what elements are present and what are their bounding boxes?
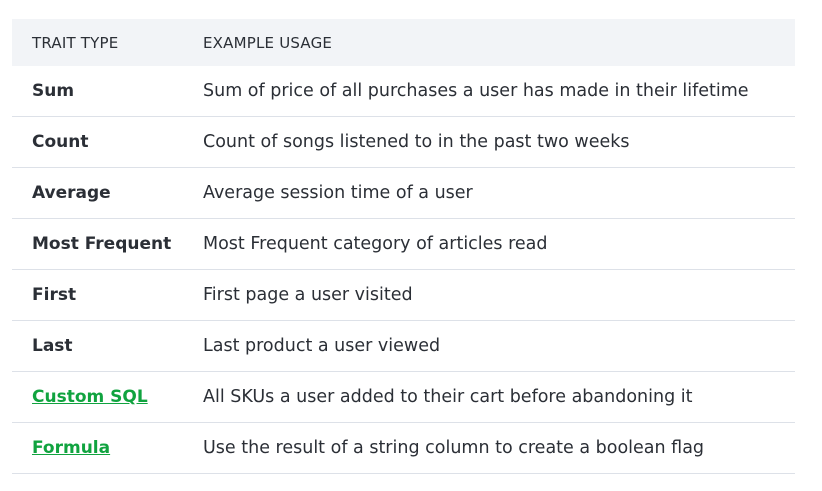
trait-type-label: Last bbox=[32, 336, 73, 356]
table-row: Last Last product a user viewed bbox=[12, 320, 795, 372]
trait-type-cell: Average bbox=[12, 167, 203, 219]
example-usage-cell: Sum of price of all purchases a user has… bbox=[203, 66, 795, 117]
trait-type-cell: Formula bbox=[12, 422, 203, 474]
trait-type-label: First bbox=[32, 285, 77, 305]
table-row: Most Frequent Most Frequent category of a… bbox=[12, 218, 795, 270]
trait-type-cell: First bbox=[12, 269, 203, 321]
trait-type-cell: Count bbox=[12, 116, 203, 168]
trait-type-cell: Sum bbox=[12, 66, 203, 117]
example-usage-cell: Last product a user viewed bbox=[203, 320, 795, 372]
table-header-row: TRAIT TYPE EXAMPLE USAGE bbox=[12, 19, 795, 66]
table-row: Sum Sum of price of all purchases a user … bbox=[12, 66, 795, 117]
trait-type-cell: Custom SQL bbox=[12, 371, 203, 423]
header-example-usage: EXAMPLE USAGE bbox=[203, 19, 795, 66]
table-row: Formula Use the result of a string column… bbox=[12, 422, 795, 474]
trait-type-label: Sum bbox=[32, 81, 75, 101]
example-usage-cell: All SKUs a user added to their cart befo… bbox=[203, 371, 795, 423]
trait-type-label: Average bbox=[32, 183, 111, 203]
trait-type-link[interactable]: Custom SQL bbox=[32, 387, 148, 407]
trait-type-cell: Last bbox=[12, 320, 203, 372]
example-usage-cell: Most Frequent category of articles read bbox=[203, 218, 795, 270]
example-usage-cell: Count of songs listened to in the past t… bbox=[203, 116, 795, 168]
example-usage-cell: Use the result of a string column to cre… bbox=[203, 422, 795, 474]
example-usage-cell: Average session time of a user bbox=[203, 167, 795, 219]
table-row: First First page a user visited bbox=[12, 269, 795, 321]
table-row: Custom SQL All SKUs a user added to their… bbox=[12, 371, 795, 423]
trait-type-cell: Most Frequent bbox=[12, 218, 203, 270]
table-row: Count Count of songs listened to in the p… bbox=[12, 116, 795, 168]
trait-type-link[interactable]: Formula bbox=[32, 438, 111, 458]
trait-type-label: Most Frequent bbox=[32, 234, 172, 254]
example-usage-cell: First page a user visited bbox=[203, 269, 795, 321]
trait-types-table: TRAIT TYPE EXAMPLE USAGE Sum Sum of price… bbox=[12, 19, 795, 474]
trait-type-label: Count bbox=[32, 132, 89, 152]
header-trait-type: TRAIT TYPE bbox=[12, 19, 203, 66]
table-row: Average Average session time of a user bbox=[12, 167, 795, 219]
